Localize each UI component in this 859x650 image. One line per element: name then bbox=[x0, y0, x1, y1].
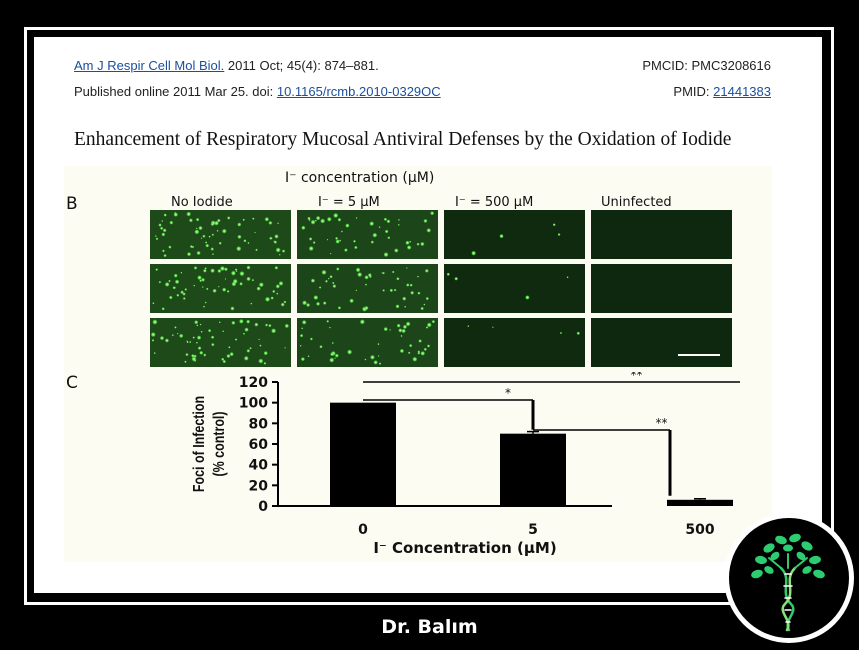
micrograph-no-iodide-row-1 bbox=[150, 210, 291, 259]
micrograph-no-iodide-row-3 bbox=[150, 318, 291, 367]
panel-b-header: I⁻ concentration (μM) bbox=[285, 170, 435, 186]
significance-bracket-0-500: ** bbox=[363, 372, 740, 383]
significance-label: ** bbox=[631, 372, 643, 382]
x-tick-label: 500 bbox=[685, 522, 714, 538]
journal-link[interactable]: Am J Respir Cell Mol Biol. bbox=[74, 58, 225, 73]
x-tick-label: 0 bbox=[358, 522, 368, 538]
significance-bracket-5-500: ** bbox=[533, 416, 672, 496]
y-tick-label: 80 bbox=[249, 416, 269, 432]
column-label-500um: I⁻ = 500 μM bbox=[455, 195, 534, 210]
micrograph-5um-row-2 bbox=[297, 264, 438, 313]
micrograph-uninfected-row-2 bbox=[591, 264, 732, 313]
bar-5 bbox=[500, 433, 566, 506]
y-tick-label: 100 bbox=[239, 396, 268, 412]
micrograph-500um-row-3 bbox=[444, 318, 585, 367]
doi-link[interactable]: 10.1165/rcmb.2010-0329OC bbox=[276, 84, 441, 99]
y-tick-label: 20 bbox=[249, 478, 269, 494]
scale-bar bbox=[678, 354, 720, 356]
published-line: Published online 2011 Mar 25. doi: 10.11… bbox=[74, 84, 441, 99]
y-tick-label: 120 bbox=[239, 375, 268, 391]
tree-dna-logo bbox=[724, 513, 854, 643]
column-label-5um: I⁻ = 5 μM bbox=[318, 195, 380, 210]
bar-500 bbox=[667, 499, 733, 506]
author-credit: Dr. Balım bbox=[381, 616, 478, 638]
column-label-no-iodide: No Iodide bbox=[171, 195, 233, 210]
micrograph-tiles bbox=[150, 210, 732, 367]
significance-label: * bbox=[505, 386, 511, 400]
y-tick-label: 0 bbox=[258, 499, 268, 515]
y-axis-title-line2: (% control) bbox=[211, 411, 229, 476]
pmid-label: PMID: bbox=[673, 84, 714, 99]
citation-line: Am J Respir Cell Mol Biol. 2011 Oct; 45(… bbox=[74, 58, 379, 73]
bar-0 bbox=[330, 402, 396, 506]
significance-label: ** bbox=[656, 416, 668, 430]
article-title: Enhancement of Respiratory Mucosal Antiv… bbox=[74, 129, 732, 150]
micrograph-500um-row-1 bbox=[444, 210, 585, 259]
micrograph-grid bbox=[150, 210, 732, 367]
column-label-uninfected: Uninfected bbox=[601, 195, 672, 210]
x-tick-label: 5 bbox=[528, 522, 538, 538]
pmid-link[interactable]: 21441383 bbox=[713, 84, 771, 99]
pmid-line: PMID: 21441383 bbox=[673, 84, 771, 99]
micrograph-500um-row-2 bbox=[444, 264, 585, 313]
pmcid: PMCID: PMC3208616 bbox=[642, 58, 771, 73]
significance-bracket-0-5: * bbox=[363, 386, 535, 430]
journal-issue: 2011 Oct; 45(4): 874–881. bbox=[227, 58, 379, 73]
x-axis-title: I⁻ Concentration (μM) bbox=[373, 539, 556, 557]
micrograph-uninfected-row-3 bbox=[591, 318, 732, 367]
micrograph-5um-row-1 bbox=[297, 210, 438, 259]
y-tick-label: 40 bbox=[249, 458, 269, 474]
y-tick-label: 60 bbox=[249, 437, 269, 453]
micrograph-no-iodide-row-2 bbox=[150, 264, 291, 313]
micrograph-uninfected-row-1 bbox=[591, 210, 732, 259]
panel-b-letter: B bbox=[66, 194, 78, 214]
tree-dna-icon bbox=[751, 533, 825, 632]
micrograph-5um-row-3 bbox=[297, 318, 438, 367]
published-text: Published online 2011 Mar 25. doi: bbox=[74, 84, 277, 99]
panel-c-letter: C bbox=[66, 373, 78, 393]
y-axis-title-line1: Foci of Infection bbox=[191, 396, 209, 492]
